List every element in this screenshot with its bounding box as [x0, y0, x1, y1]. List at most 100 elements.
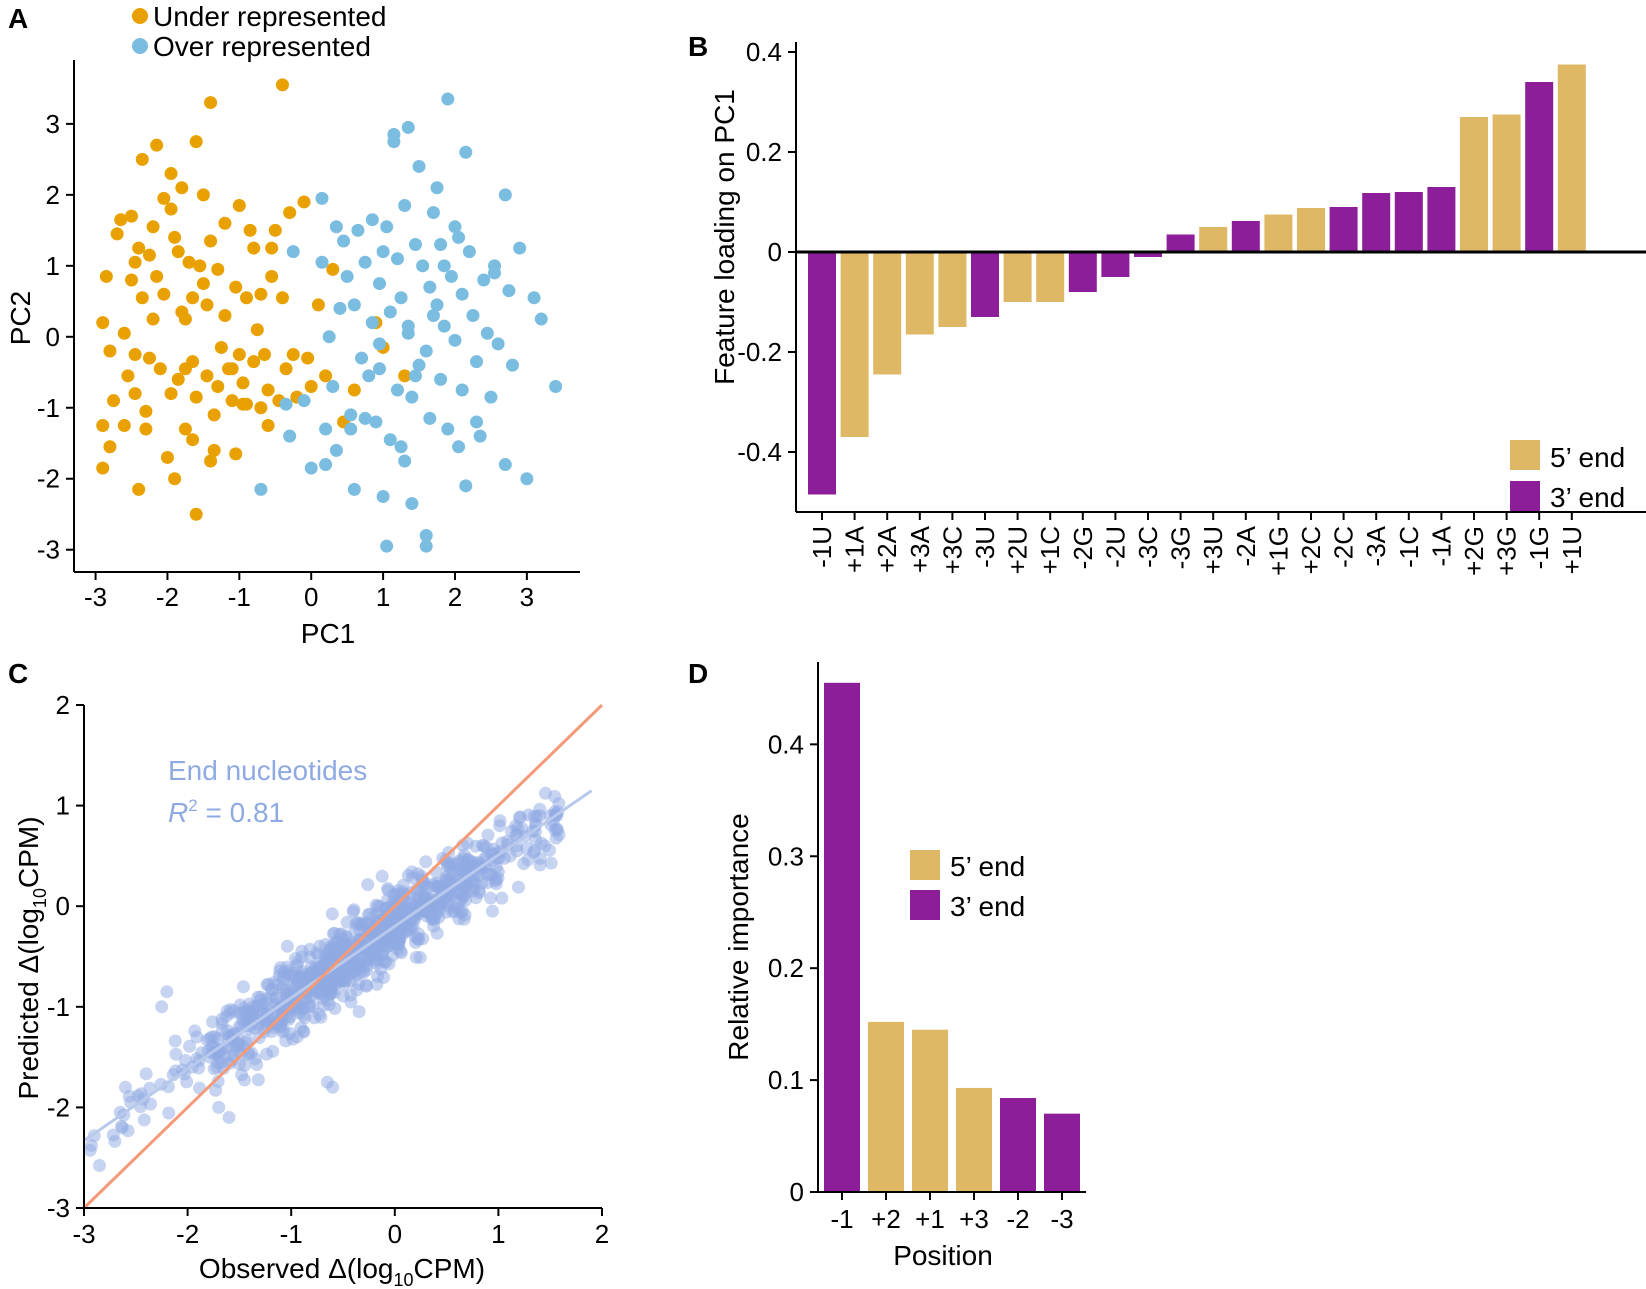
point-under	[96, 316, 110, 330]
point-under	[268, 223, 282, 237]
x-tick-label-c: 0	[388, 1219, 402, 1249]
bar-minus3U	[971, 252, 999, 317]
point-under	[128, 387, 142, 401]
point-under	[319, 369, 333, 383]
point-under	[150, 269, 164, 283]
point-under	[178, 312, 192, 326]
bar-plus2	[868, 1021, 904, 1192]
point-c	[495, 891, 509, 905]
point-under	[247, 355, 261, 369]
point-under	[189, 507, 203, 521]
bar-minus1C	[1394, 192, 1423, 252]
point-c	[162, 1106, 176, 1120]
point-under	[103, 344, 117, 358]
point-c	[168, 1034, 182, 1048]
point-over	[319, 422, 333, 436]
x-tick-label-b: +3A	[905, 525, 935, 573]
point-over	[505, 358, 519, 372]
point-under	[214, 340, 228, 354]
point-c	[489, 877, 503, 891]
point-c	[435, 884, 449, 898]
point-over	[254, 482, 268, 496]
bar-plus2G	[1460, 117, 1488, 252]
y-tick-label-a: 2	[46, 180, 60, 210]
bar-minus3C	[1134, 252, 1162, 257]
x-tick-label-a: -3	[84, 582, 107, 612]
point-c	[484, 891, 498, 905]
point-c	[270, 978, 284, 992]
y-tick-label-c: 0	[56, 891, 70, 921]
x-axis-title-d: Position	[893, 1240, 993, 1271]
y-tick-label-a: -3	[37, 535, 60, 565]
point-c	[190, 1030, 204, 1044]
point-over	[373, 362, 387, 376]
point-c	[442, 873, 456, 887]
point-c	[260, 978, 274, 992]
point-over	[520, 472, 534, 486]
point-over	[376, 489, 390, 503]
point-under	[168, 472, 182, 486]
point-c	[544, 856, 558, 870]
point-c	[380, 893, 394, 907]
x-tick-label-d: +3	[959, 1204, 989, 1234]
annotation-r-letter: R	[168, 797, 188, 828]
point-under	[178, 422, 192, 436]
point-under	[200, 298, 214, 312]
point-under	[96, 419, 110, 433]
point-c	[354, 965, 368, 979]
point-over	[297, 394, 311, 408]
point-over	[452, 230, 466, 244]
point-c	[209, 1083, 223, 1097]
point-over	[394, 440, 408, 454]
bar-minus1	[824, 682, 860, 1192]
point-over	[434, 238, 448, 252]
point-under	[204, 454, 218, 468]
point-over	[329, 220, 343, 234]
x-tick-label-d: +1	[915, 1204, 945, 1234]
y-tick-label-b: 0.2	[746, 137, 782, 167]
y-title-end-c: CPM)	[13, 816, 44, 888]
regression-line-c	[83, 789, 593, 1142]
ticks-c: -3 -2 -1 0 1 2 -3 -2 -1 0 1 2	[47, 690, 609, 1249]
x-tick-label-b: -2A	[1231, 525, 1261, 566]
bars-b: -1U +1A +2A +3A +3C -3U +2U +1C -2G -2U -3C -3G +3U -…	[807, 64, 1587, 576]
point-c	[522, 808, 536, 822]
point-c	[543, 809, 557, 823]
point-under	[157, 287, 171, 301]
point-under	[128, 348, 142, 362]
point-under	[301, 351, 315, 365]
x-tick-label-b: +1C	[1035, 526, 1065, 574]
bar-minus1G	[1525, 82, 1554, 252]
point-over	[344, 408, 358, 422]
annotation-r-value: = 0.81	[198, 797, 284, 828]
point-over	[390, 383, 404, 397]
x-tick-label-b: +2U	[1003, 526, 1033, 574]
point-over	[405, 497, 419, 511]
point-over	[423, 280, 437, 294]
point-over	[319, 458, 333, 472]
point-over	[408, 369, 422, 383]
point-c	[521, 853, 535, 867]
panel-letter-b: B	[688, 31, 708, 62]
point-under	[398, 369, 412, 383]
bar-plus2U	[1003, 252, 1032, 302]
point-c	[419, 855, 433, 869]
point-over	[470, 415, 484, 429]
bar-minus2C	[1329, 207, 1358, 252]
point-c	[381, 883, 395, 897]
point-c	[511, 880, 525, 894]
point-under	[146, 220, 160, 234]
point-c	[326, 927, 340, 941]
point-c	[183, 1039, 197, 1053]
x-tick-label-d: +2	[871, 1204, 901, 1234]
panel-a: A Under represented Over represented -3-…	[5, 1, 580, 649]
point-under	[236, 397, 250, 411]
point-over	[459, 479, 473, 493]
point-c	[328, 936, 342, 950]
point-over	[329, 443, 343, 457]
x-tick-label-b: -1C	[1394, 526, 1424, 568]
point-over	[527, 291, 541, 305]
point-under	[189, 135, 203, 149]
point-over	[326, 379, 340, 393]
point-under	[117, 419, 131, 433]
